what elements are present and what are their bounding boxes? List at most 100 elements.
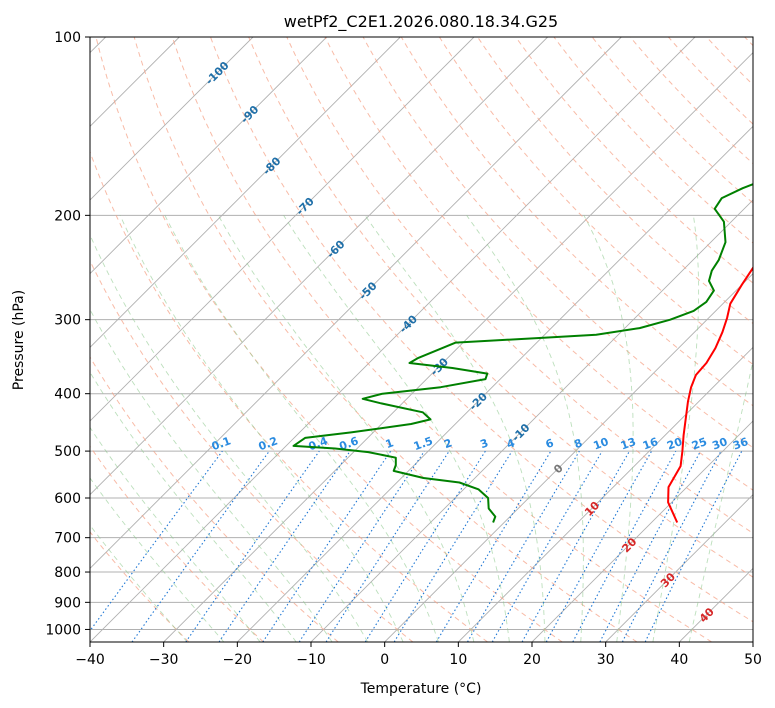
moist-adiabat [583,215,634,642]
x-tick-label: 0 [380,652,389,668]
isotherm-line [237,125,753,642]
mixing-ratio-line [393,450,513,642]
dry-adiabat [90,356,339,642]
y-tick-label: 700 [54,531,81,547]
x-tick-label: 10 [449,652,467,668]
isotherm-line [752,641,753,642]
mixing-ratio-line [572,450,677,642]
mixing-ratio-label: 16 [641,435,660,453]
x-tick-label: 30 [597,652,615,668]
dry-adiabat [438,37,753,365]
dewpoint-line [292,183,753,523]
moist-adiabat [90,371,297,642]
isotherm-line [90,37,401,348]
y-tick-label: 500 [54,444,81,460]
profile-series [292,183,753,523]
x-tick-label: 40 [670,652,688,668]
mixing-ratio-label: 4 [505,436,517,451]
y-tick-label: 600 [54,491,81,507]
y-tick-label: 1000 [45,622,81,638]
y-tick-label: 200 [54,208,81,224]
mixing-ratio-line [364,450,486,642]
y-axis: 100 200 300 400 500 600 700 800 900 1000 [45,30,90,638]
moist-adiabat [652,215,700,642]
plot-background [90,37,753,642]
mixing-ratio-label: 1.5 [412,434,435,453]
mixing-ratio-line [545,450,653,642]
mixing-ratio-label: 20 [665,435,684,453]
chart-title: wetPf2_C2E1.2026.080.18.34.G25 [284,12,558,32]
mixing-ratio-line [325,450,450,642]
mixing-ratio-label: 0.2 [257,434,280,453]
isotherm-line [90,37,327,275]
dry-adiabat [90,531,190,642]
moist-adiabat [90,234,369,642]
x-tick-label: −10 [296,652,326,668]
mixing-ratio-label: 25 [690,435,709,452]
mixing-ratio-label: 30 [710,435,729,453]
isotherm-line [90,37,254,201]
mixing-ratio-line [467,450,580,642]
dry-adiabat [90,259,414,642]
y-tick-label: 400 [54,387,81,403]
x-tick-label: −20 [223,652,253,668]
mixing-ratio-line [435,450,552,642]
moist-adiabat [90,524,188,642]
mixing-ratio-label: 10 [592,435,611,453]
moist-adiabat [688,358,753,642]
mixing-ratio-label: 6 [544,436,556,451]
moist-adiabat [364,215,546,642]
moist-adiabat [90,426,261,642]
isotherm-line [90,37,548,496]
mixing-ratio-label: 1 [384,436,396,451]
isotherm-line [458,346,753,642]
mixing-ratio-label: 2 [442,436,454,451]
moist-adiabat [90,477,225,642]
dry-adiabat [248,37,753,578]
temperature-line [667,266,753,523]
moist-adiabat [217,215,475,642]
background-lines [90,37,753,642]
dry-adiabat [400,37,753,407]
y-tick-label: 800 [54,565,81,581]
dry-adiabat [362,37,753,449]
x-axis: −40 −30 −20 −10 0 10 20 30 40 50 [75,642,762,668]
plot-frame [89,36,754,643]
x-tick-label: −40 [75,652,105,668]
dry-adiabat [324,37,753,491]
mixing-ratio-label: 0.1 [210,434,233,453]
moist-adiabat [283,215,510,642]
y-tick-label: 900 [54,595,81,611]
mixing-ratio-line [521,450,630,642]
y-axis-label: Pressure (hPa) [11,290,27,390]
moist-adiabat [119,215,404,642]
mixing-ratio-line [218,450,351,642]
x-tick-label: 20 [523,652,541,668]
isotherm-line [90,37,622,569]
isotherm-line [384,273,753,642]
x-axis-label: Temperature (°C) [360,681,482,697]
isotherm-line [531,420,753,642]
y-tick-label: 100 [54,30,81,46]
mixing-ratio-line [90,450,223,632]
isotherm-line [163,52,753,642]
moist-adiabat [164,215,439,642]
dry-adiabat [133,37,638,642]
moist-adiabat [90,308,333,642]
moist-adiabat [466,215,584,642]
mixing-ratio-label: 36 [731,435,750,453]
isotherm-line [90,37,475,422]
mixing-ratio-label: 13 [619,435,638,452]
dry-adiabat [210,37,753,623]
mixing-ratio-line [491,450,603,642]
mixing-ratio-label: 8 [572,436,584,451]
mixing-ratio-line [185,450,320,642]
x-tick-label: −30 [149,652,179,668]
isotherm-line [90,37,696,642]
isotherm-line [605,494,753,642]
y-tick-label: 300 [54,313,81,329]
x-tick-label: 50 [744,652,762,668]
mixing-ratio-line [131,450,270,642]
mixing-ratio-label: 3 [478,436,490,451]
